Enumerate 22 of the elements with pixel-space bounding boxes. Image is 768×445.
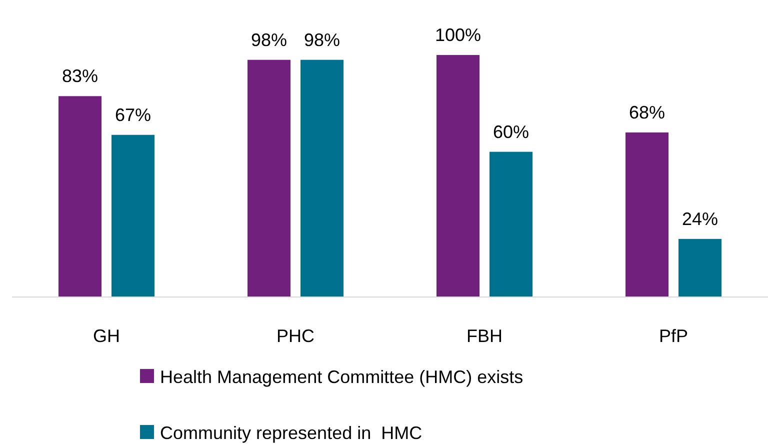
data-label: 67% — [114, 104, 152, 125]
bar — [436, 55, 480, 297]
data-label: 60% — [492, 122, 530, 142]
bar — [678, 238, 722, 297]
legend-label: Community represented in HMC — [160, 423, 422, 443]
bar — [490, 152, 532, 297]
x-tick-label: PHC — [276, 326, 315, 346]
data-label: 68% — [628, 102, 666, 122]
data-label: 24% — [682, 208, 718, 229]
bar — [626, 132, 668, 297]
data-label: 98% — [304, 30, 340, 50]
x-tick-label: PfP — [658, 326, 688, 346]
bar — [248, 60, 290, 297]
legend-label: Health Management Committee (HMC) exists — [160, 367, 524, 387]
bar — [300, 60, 344, 297]
x-tick-label: FBH — [466, 326, 502, 346]
x-tick-label: GH — [93, 326, 120, 346]
data-label: 98% — [250, 30, 288, 50]
data-label: 83% — [62, 66, 98, 86]
bar — [58, 96, 102, 297]
data-label: 100% — [434, 25, 482, 45]
bar — [112, 134, 154, 297]
